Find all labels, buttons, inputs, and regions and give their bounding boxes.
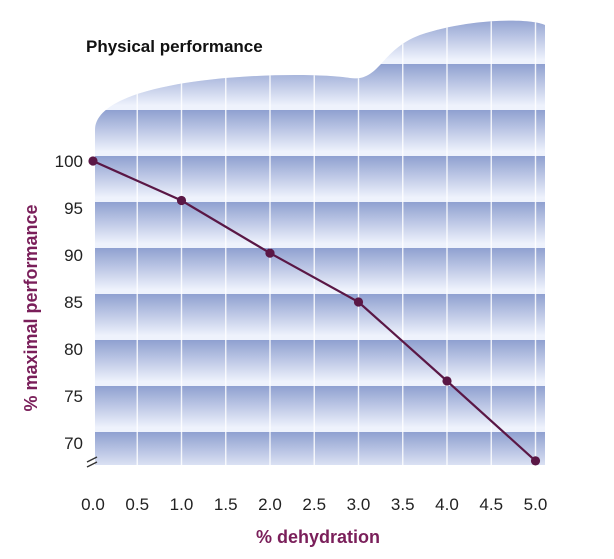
background-band [95, 64, 545, 106]
background-band [95, 248, 545, 290]
y-tick-label: 75 [64, 387, 83, 406]
data-point [442, 376, 452, 386]
chart-title: Physical performance [86, 37, 263, 56]
x-axis-label: % dehydration [256, 527, 380, 547]
x-tick-label: 5.0 [524, 495, 548, 514]
x-tick-label: 4.0 [435, 495, 459, 514]
data-point [530, 456, 541, 466]
x-tick-label: 3.0 [347, 495, 371, 514]
y-tick-label: 90 [64, 246, 83, 265]
y-tick-label: 100 [55, 152, 83, 171]
data-point [353, 297, 364, 307]
series-line [92, 159, 537, 462]
y-tick-labels: 100 95 90 85 80 75 70 [55, 152, 83, 453]
background-band [95, 340, 545, 382]
data-point [265, 248, 275, 258]
x-tick-label: 3.5 [391, 495, 415, 514]
series-line-group [88, 156, 541, 466]
vertical-gridlines [136, 20, 537, 466]
y-axis-label: % maximal performance [21, 204, 41, 411]
y-tick-label: 80 [64, 340, 83, 359]
background-band [95, 110, 545, 152]
y-tick-label: 85 [64, 293, 83, 312]
background-band [95, 202, 545, 244]
x-tick-label: 2.0 [258, 495, 282, 514]
plot-panel [95, 20, 545, 466]
background-band [95, 294, 545, 336]
x-tick-label: 1.0 [170, 495, 194, 514]
y-tick-label: 70 [64, 434, 83, 453]
x-tick-label: 1.5 [214, 495, 238, 514]
background-band [95, 156, 545, 198]
background-band [95, 432, 545, 466]
y-axis-break-icon [86, 456, 98, 468]
y-tick-label: 95 [64, 199, 83, 218]
data-point [176, 195, 187, 206]
background-bands [95, 20, 545, 466]
data-point [88, 156, 98, 166]
x-tick-label: 0.5 [125, 495, 149, 514]
x-tick-label: 0.0 [81, 495, 105, 514]
x-tick-label: 4.5 [479, 495, 503, 514]
background-band [95, 386, 545, 428]
x-tick-labels: 0.0 0.5 1.0 1.5 2.0 2.5 3.0 3.5 4.0 4.5 5.0 [81, 495, 547, 514]
x-tick-label: 2.5 [302, 495, 326, 514]
